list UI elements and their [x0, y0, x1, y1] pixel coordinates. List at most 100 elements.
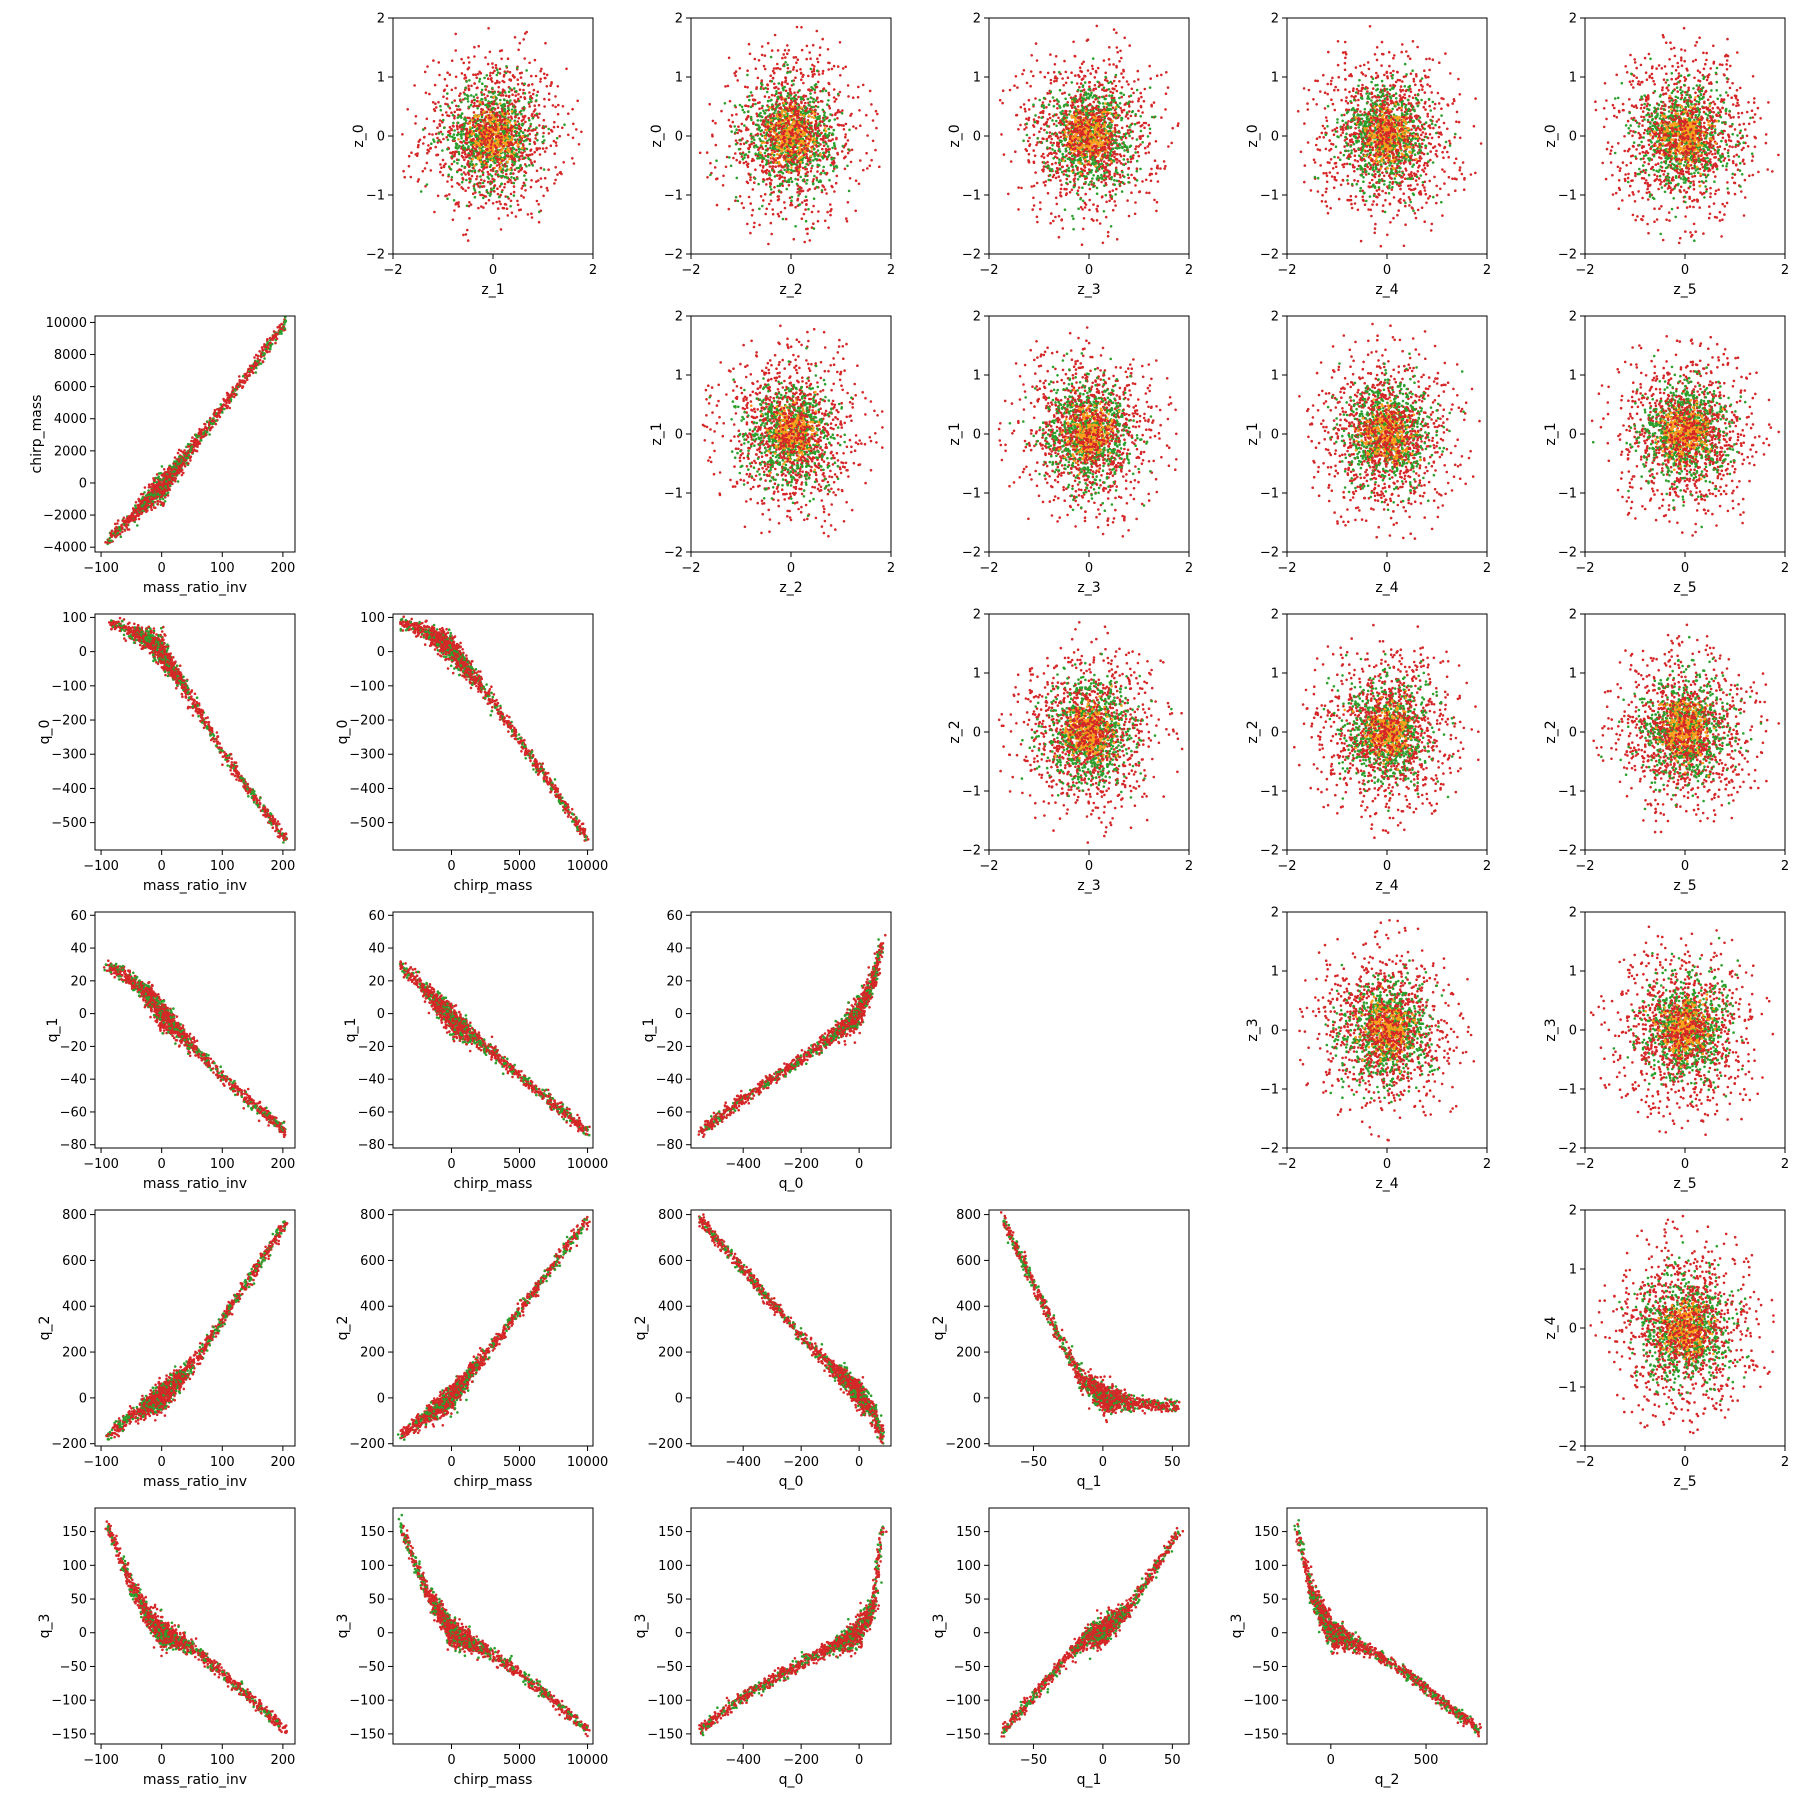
data-point: [1130, 174, 1133, 177]
data-point: [1055, 177, 1058, 180]
data-point: [799, 135, 802, 138]
data-point: [773, 154, 776, 157]
x-tick-label: 0: [489, 263, 497, 278]
data-point: [839, 41, 842, 44]
data-point: [803, 154, 806, 157]
data-point: [844, 155, 847, 158]
data-point: [773, 108, 776, 111]
data-point: [791, 80, 794, 83]
data-point: [776, 100, 779, 103]
data-point: [500, 228, 503, 231]
data-point: [1138, 191, 1141, 194]
data-point: [537, 116, 540, 119]
data-point: [481, 82, 484, 85]
data-point: [489, 74, 492, 77]
data-point: [777, 157, 780, 160]
data-point: [775, 90, 778, 93]
data-point: [748, 148, 751, 151]
data-point: [445, 194, 448, 197]
data-point: [469, 122, 472, 125]
data-point: [474, 148, 477, 151]
data-point: [480, 205, 483, 208]
data-point: [767, 100, 770, 103]
data-point: [445, 111, 448, 114]
data-point: [480, 179, 483, 182]
data-point: [476, 107, 479, 110]
data-point: [1092, 203, 1095, 206]
data-point: [699, 152, 702, 155]
data-point: [815, 122, 818, 125]
data-point: [786, 158, 789, 161]
data-point: [755, 123, 758, 126]
data-point: [1001, 102, 1004, 105]
data-point: [714, 166, 717, 169]
data-point: [771, 152, 774, 155]
data-point: [797, 58, 800, 61]
data-point: [498, 200, 501, 203]
data-point: [510, 141, 513, 144]
data-point: [1160, 74, 1163, 77]
data-point: [1072, 41, 1075, 44]
data-point: [1148, 124, 1151, 127]
data-point: [745, 153, 748, 156]
data-point: [715, 144, 718, 147]
data-point: [1108, 63, 1111, 66]
data-point: [758, 157, 761, 160]
data-point: [805, 153, 808, 156]
data-point: [1033, 204, 1036, 207]
data-point: [439, 171, 442, 174]
data-point: [1123, 155, 1126, 158]
data-point: [747, 110, 750, 113]
data-point: [1040, 155, 1043, 158]
data-point: [550, 144, 553, 147]
data-point: [479, 124, 482, 127]
data-point: [773, 127, 776, 130]
data-point: [1115, 32, 1118, 35]
data-point: [777, 124, 780, 127]
data-point: [832, 170, 835, 173]
data-point: [815, 177, 818, 180]
data-point: [1039, 111, 1042, 114]
data-point: [807, 75, 810, 78]
data-point: [503, 99, 506, 102]
data-point: [819, 46, 822, 49]
data-point: [515, 155, 518, 158]
data-point: [536, 133, 539, 136]
data-point: [476, 145, 479, 148]
data-point: [507, 110, 510, 113]
data-point: [457, 151, 460, 154]
data-point: [762, 199, 765, 202]
data-point: [764, 54, 767, 57]
data-point: [823, 172, 826, 175]
data-point: [777, 147, 780, 150]
data-point: [768, 135, 771, 138]
data-point: [1070, 71, 1073, 74]
data-point: [1044, 184, 1047, 187]
data-point: [821, 120, 824, 123]
data-point: [510, 176, 513, 179]
data-point: [1073, 55, 1076, 58]
data-point: [817, 127, 820, 130]
data-point: [473, 111, 476, 114]
data-point: [1052, 220, 1055, 223]
data-point: [503, 186, 506, 189]
data-point: [1105, 89, 1108, 92]
data-point: [711, 135, 714, 138]
data-point: [526, 148, 529, 151]
data-point: [448, 165, 451, 168]
data-point: [1170, 142, 1173, 145]
data-point: [1029, 143, 1032, 146]
data-point: [496, 164, 499, 167]
data-point: [472, 192, 475, 195]
data-point: [1128, 44, 1131, 47]
data-point: [519, 208, 522, 211]
data-point: [528, 101, 531, 104]
data-point: [517, 113, 520, 116]
data-point: [485, 202, 488, 205]
data-point: [481, 101, 484, 104]
data-point: [1155, 140, 1158, 143]
data-point: [543, 98, 546, 101]
data-point: [833, 129, 836, 132]
x-tick-label: 0: [787, 263, 795, 278]
data-point: [540, 68, 543, 71]
